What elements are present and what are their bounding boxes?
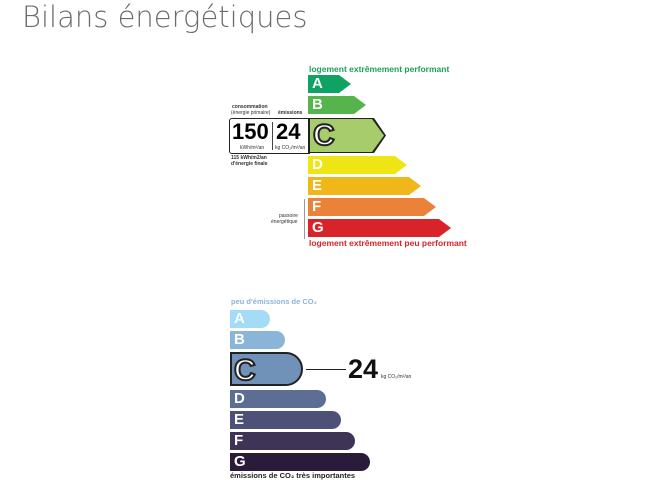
consumption-value: 150 [232, 119, 269, 144]
consumption-unit: kWh/m²/an [240, 145, 265, 151]
dpe-class-f: F [308, 198, 436, 216]
ges-class-d: D [230, 390, 326, 408]
ges-pointer-line [306, 369, 346, 370]
values-box [229, 118, 310, 154]
passoire-label-2: énergétique [271, 219, 298, 225]
ges-class-g: G [230, 453, 370, 471]
page-title: Bilans énergétiques [22, 0, 308, 34]
consumption-sub: (énergie primaire) [231, 110, 271, 116]
ges-value: 24 [348, 354, 379, 384]
emissions-label: émissions [278, 110, 303, 116]
ges-unit: kg CO₂/m²/an [381, 374, 412, 380]
emissions-value: 24 [276, 119, 301, 144]
dpe-class-c: C [309, 119, 384, 152]
ges-class-b: B [230, 331, 285, 349]
dpe-class-d: D [308, 156, 407, 174]
dpe-class-b: B [308, 96, 366, 114]
ges-class-c: C [230, 352, 303, 388]
dpe-top-label: logement extrêmement performant [309, 64, 450, 74]
dpe-class-a: A [308, 75, 351, 93]
dpe-bottom-label: logement extrêmement peu performant [309, 238, 467, 248]
consumption-label: consommation [232, 104, 268, 110]
dpe-class-e: E [308, 177, 421, 195]
passoire-line [304, 199, 305, 239]
ges-class-a: A [230, 310, 270, 328]
passoire-label: passoire [279, 213, 298, 219]
final-energy-label: d'énergie finale [231, 161, 268, 167]
ges-top-label: peu d'émissions de CO₂ [231, 297, 317, 306]
values-divider [272, 122, 273, 150]
ges-class-f: F [230, 432, 355, 450]
dpe-class-g: G [308, 219, 451, 237]
ges-bottom-label: émissions de CO₂ très importantes [230, 471, 356, 480]
final-energy: 115 kWh/m2/an [231, 155, 267, 161]
ges-class-e: E [230, 411, 341, 429]
emissions-unit: kg CO₂/m²/an [275, 145, 306, 151]
